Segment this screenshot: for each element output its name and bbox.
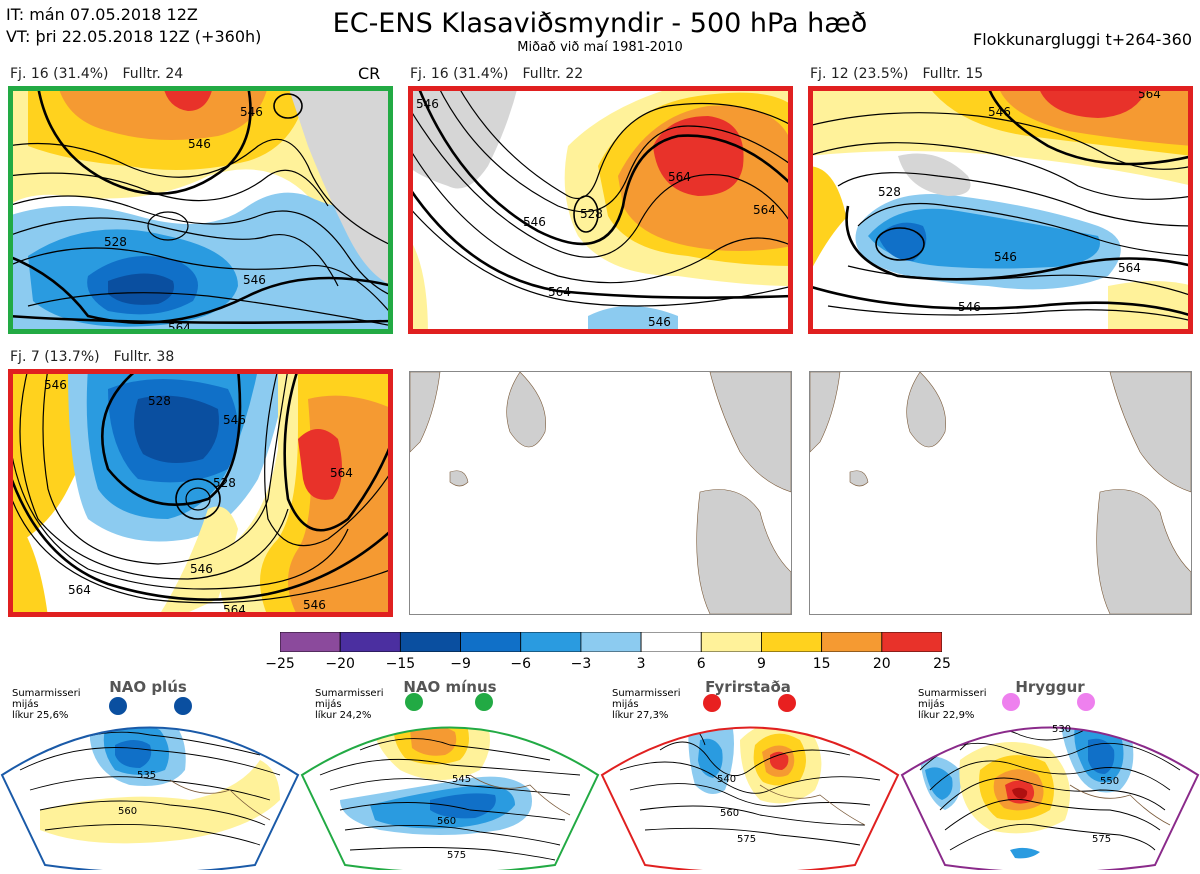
classification-window: Flokkunargluggi t+264-360 [973,30,1192,49]
colorbar-swatch [700,631,762,653]
contour-label: 575 [447,850,466,861]
colorbar-tick-label: 3 [636,656,646,672]
regime-map-nao-minus: 545 560 575 [300,690,600,874]
contour-label: 546 [994,250,1017,264]
regime-map-nao-plus: 535 560 [0,690,300,874]
colorbar-tick-label: 15 [812,656,831,672]
cluster-map-2: 546 564 546 528 564 564 546 [408,86,793,334]
contour-label: 528 [580,207,603,221]
regime-map-blocking: 540 560 575 [600,690,900,874]
regime-map-ridge: 530 550 575 [900,690,1200,874]
panel-2-label: Fj. 16 (31.4%) Fulltr. 22 [410,66,584,82]
colorbar-swatch [881,631,943,653]
contour-label: 535 [137,770,156,781]
colorbar-tick-label: 25 [933,656,951,672]
colorbar-swatch [761,631,823,653]
colorbar-swatch [821,631,883,653]
contour-label: 528 [213,476,236,490]
contour-label: 564 [1118,261,1141,275]
contour-label: 564 [668,170,691,184]
regime-title-ridge: Hryggur [1015,678,1085,696]
panel-1-tag: CR [358,64,381,83]
contour-label: 546 [44,378,67,392]
contour-label: 546 [988,105,1011,119]
initial-time: IT: mán 07.05.2018 12Z [6,5,198,24]
colorbar-tick-label: 20 [872,656,891,672]
contour-label: 560 [437,816,456,827]
regime-info-nao-minus: Sumarmisseri mijás líkur 24,2% [315,688,384,721]
colorbar-swatch [640,631,702,653]
contour-label: 546 [416,97,439,111]
regime-title-nao-minus: NAO mínus [403,678,497,696]
contour-label: 575 [1092,834,1111,845]
page-subtitle: Miðað við maí 1981-2010 [517,40,683,55]
colorbar-tick-label: −3 [570,656,592,672]
contour-label: 528 [104,235,127,249]
contour-label: 528 [878,185,901,199]
contour-label: 575 [737,834,756,845]
contour-label: 564 [330,466,353,480]
contour-label: 550 [1100,776,1119,787]
contour-label: 546 [303,598,326,612]
contour-label: 546 [190,562,213,576]
colorbar-swatch [460,631,522,653]
colorbar-swatch [339,631,401,653]
colorbar-swatch [399,631,461,653]
contour-label: 546 [188,137,211,151]
contour-label: 530 [1052,724,1071,735]
contour-label: 528 [148,394,171,408]
colorbar-swatch [279,631,341,653]
contour-label: 546 [240,105,263,119]
contour-label: 545 [452,774,471,785]
header-info: IT: mán 07.05.2018 12Z VT: þri 22.05.201… [6,4,261,48]
empty-map-panel-6 [809,371,1192,615]
panel-4-label: Fj. 7 (13.7%) Fulltr. 38 [10,349,175,365]
colorbar-swatch [520,631,582,653]
colorbar-tick-label: −6 [510,656,532,672]
regime-info-ridge: Sumarmisseri mijás líkur 22,9% [918,688,987,721]
contour-label: 564 [548,285,571,299]
contour-label: 560 [118,806,137,817]
contour-label: 546 [523,215,546,229]
colorbar-tick-label: −9 [450,656,471,672]
panel-3-label: Fj. 12 (23.5%) Fulltr. 15 [810,66,984,82]
cluster-map-1: 546 546 528 546 564 [8,86,393,334]
contour-label: 546 [648,315,671,329]
regime-title-nao-plus: NAO plús [109,678,187,696]
panel-1-label: Fj. 16 (31.4%) Fulltr. 24 [10,66,184,82]
regime-info-nao-plus: Sumarmisseri mijás líkur 25,6% [12,688,81,721]
contour-label: 540 [717,774,736,785]
contour-label: 546 [223,413,246,427]
colorbar-tick-label: 6 [696,656,706,672]
cluster-map-4: 546 528 546 528 564 546 564 564 546 [8,369,393,617]
cluster-map-3: 546 564 528 546 564 546 [808,86,1193,334]
colorbar [279,631,943,653]
contour-label: 564 [68,583,91,597]
colorbar-tick-label: −15 [385,656,416,672]
valid-time: VT: þri 22.05.2018 12Z (+360h) [6,27,262,46]
regime-title-blocking: Fyrirstaða [705,678,791,696]
colorbar-tick-label: 9 [756,656,766,672]
colorbar-swatch [580,631,642,653]
colorbar-tick-label: −20 [325,656,355,672]
colorbar-tick-label: −25 [265,656,295,672]
empty-map-panel-5 [409,371,792,615]
page-title: EC-ENS Klasaviðsmyndir - 500 hPa hæð [332,8,868,39]
contour-label: 560 [720,808,739,819]
contour-label: 546 [243,273,266,287]
regime-info-blocking: Sumarmisseri mijás líkur 27,3% [612,688,681,721]
contour-label: 564 [753,203,776,217]
contour-label: 546 [958,300,981,314]
